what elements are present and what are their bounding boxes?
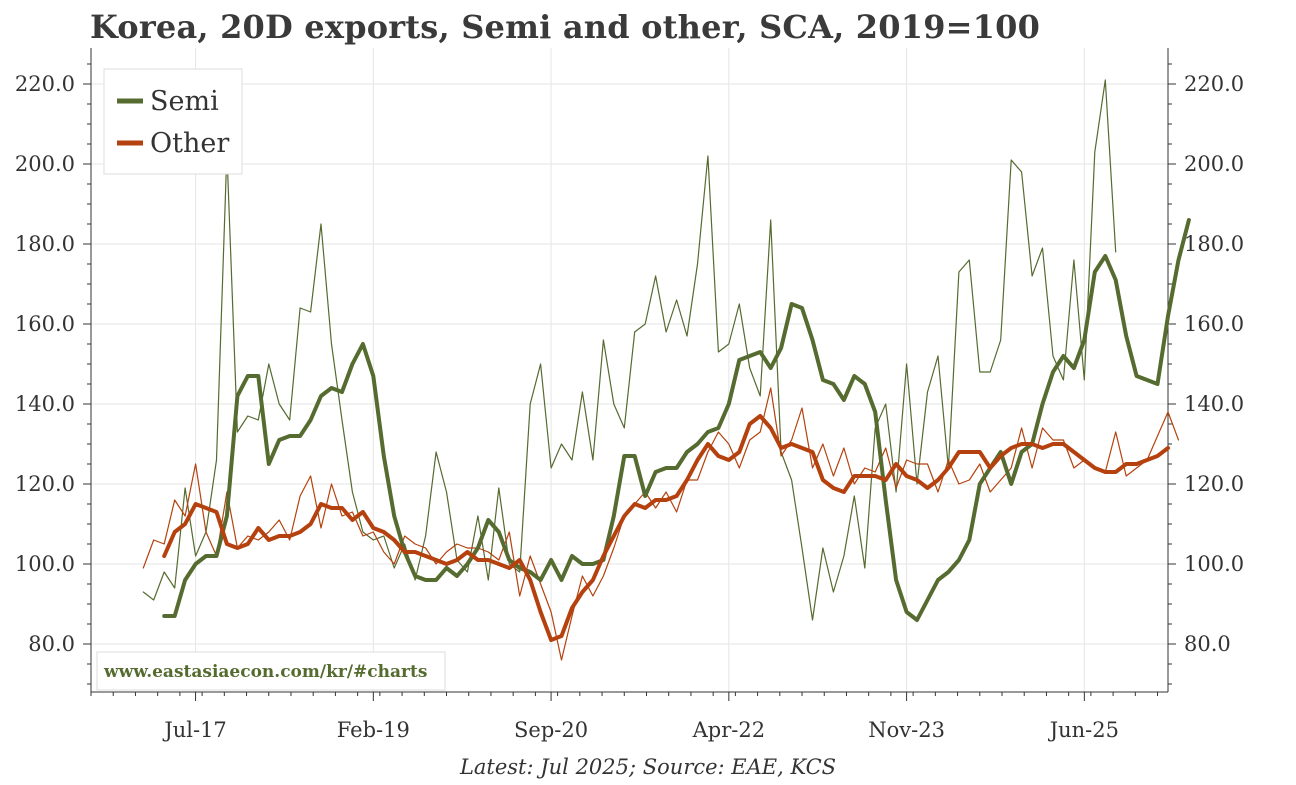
- x-tick-label: Apr-22: [692, 718, 765, 742]
- x-tick-label: Jul-17: [162, 718, 226, 742]
- watermark-box: [96, 651, 446, 691]
- x-tick-label: Feb-19: [337, 718, 410, 742]
- y-tick-label-left: 80.0: [28, 632, 75, 656]
- chart-footnote: Latest: Jul 2025; Source: EAE, KCS: [459, 755, 837, 779]
- watermark-text: www.eastasiaecon.com/kr/#charts: [103, 662, 427, 682]
- y-tick-label-right: 140.0: [1184, 392, 1244, 416]
- y-tick-label-left: 120.0: [15, 472, 75, 496]
- y-tick-label-left: 160.0: [15, 312, 75, 336]
- series-line-semi: [162, 218, 1191, 622]
- y-tick-label-left: 140.0: [15, 392, 75, 416]
- y-tick-label-right: 220.0: [1184, 72, 1244, 96]
- y-tick-label-right: 160.0: [1184, 312, 1244, 336]
- x-tick-label: Nov-23: [868, 718, 945, 742]
- y-tick-label-right: 100.0: [1184, 552, 1244, 576]
- y-tick-label-left: 180.0: [15, 232, 75, 256]
- series-line-other: [162, 414, 1170, 642]
- source-watermark: www.eastasiaecon.com/kr/#charts: [96, 651, 446, 691]
- y-tick-label-right: 80.0: [1184, 632, 1231, 656]
- x-tick-label: Sep-20: [514, 718, 588, 742]
- chart-title: Korea, 20D exports, Semi and other, SCA,…: [90, 8, 1041, 46]
- y-tick-label-right: 120.0: [1184, 472, 1244, 496]
- legend-label-other: Other: [150, 128, 229, 159]
- series-line-semi-monthly: [142, 79, 1117, 621]
- gridlines: [91, 48, 1168, 692]
- legend-box: [103, 68, 243, 175]
- y-tick-label-right: 180.0: [1184, 232, 1244, 256]
- x-tick-label: Jun-25: [1048, 718, 1119, 742]
- y-tick-label-left: 200.0: [15, 152, 75, 176]
- axes: 80.0 80.0 100.0 100.0 120.0 120.0 140.0 140.0 16…: [15, 48, 1244, 742]
- legend: Semi Other: [103, 68, 243, 175]
- y-tick-label-left: 100.0: [15, 552, 75, 576]
- series-line-other-monthly: [142, 387, 1180, 661]
- y-tick-label-right: 200.0: [1184, 152, 1244, 176]
- legend-label-semi: Semi: [150, 86, 219, 117]
- series-group: [142, 79, 1191, 661]
- y-tick-label-left: 220.0: [15, 72, 75, 96]
